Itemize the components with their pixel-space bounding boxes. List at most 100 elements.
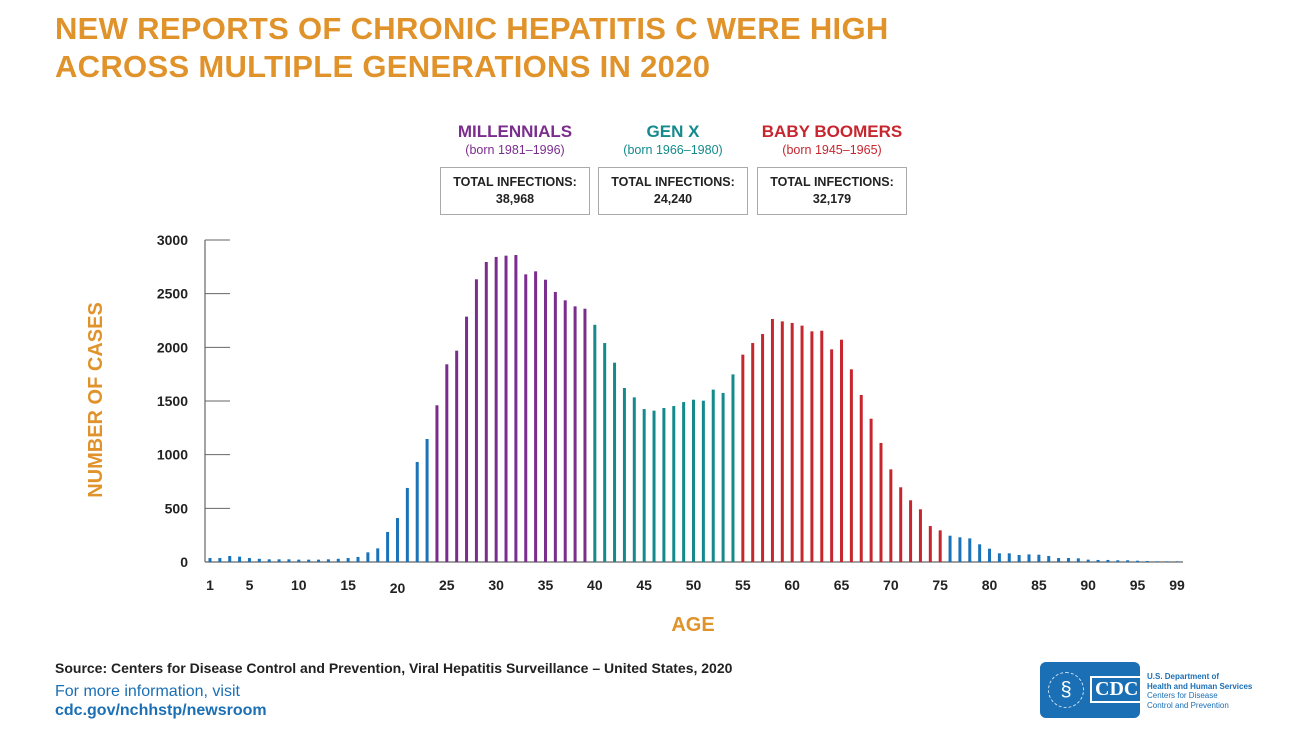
agency-line-2: Control and Prevention (1147, 700, 1229, 710)
x-tick-label: 15 (340, 577, 356, 593)
bar-age-67 (859, 394, 863, 562)
bar-age-98 (1165, 561, 1169, 562)
bar-age-46 (652, 410, 656, 562)
bar-age-75 (938, 530, 942, 562)
bar-age-2 (218, 558, 222, 562)
bar-age-79 (978, 544, 982, 562)
total-infections-box: TOTAL INFECTIONS: 38,968 (440, 167, 590, 215)
bar-age-82 (1007, 553, 1011, 562)
bar-age-71 (899, 487, 903, 562)
bar-age-41 (603, 343, 607, 562)
x-tick-label: 90 (1080, 577, 1096, 593)
cdc-logo: § CDC (1040, 662, 1144, 718)
bar-age-57 (761, 334, 765, 562)
bar-age-76 (948, 535, 952, 562)
bar-age-13 (326, 559, 330, 562)
bar-age-40 (593, 324, 597, 562)
x-axis-label: AGE (671, 614, 714, 636)
bar-age-86 (1047, 555, 1051, 562)
total-infections-box: TOTAL INFECTIONS: 24,240 (598, 167, 748, 215)
bar-age-5 (247, 558, 251, 562)
y-tick-label: 2000 (157, 339, 188, 355)
bar-age-42 (613, 362, 617, 562)
total-value: 32,179 (812, 192, 852, 206)
x-tick-label: 10 (291, 577, 307, 593)
more-info: For more information, visit cdc.gov/nchh… (55, 682, 267, 720)
total-value: 24,240 (653, 192, 693, 206)
bar-age-99 (1175, 561, 1179, 562)
x-tick-label: 20 (390, 580, 406, 596)
x-tick-label: 60 (784, 577, 800, 593)
bar-age-45 (642, 409, 646, 562)
total-label: TOTAL INFECTIONS: (770, 175, 894, 189)
bar-age-3 (228, 555, 232, 562)
bar-age-70 (889, 469, 893, 562)
source-note: Source: Centers for Disease Control and … (55, 660, 733, 676)
newsroom-link[interactable]: cdc.gov/nchhstp/newsroom (55, 702, 267, 719)
y-tick-label: 1000 (157, 447, 188, 463)
bar-age-10 (297, 559, 301, 562)
bar-age-84 (1027, 554, 1031, 562)
total-label: TOTAL INFECTIONS: (453, 175, 577, 189)
bar-age-23 (425, 438, 429, 562)
bar-age-30 (494, 256, 498, 562)
bar-age-22 (415, 461, 419, 562)
bar-age-72 (909, 500, 913, 562)
more-info-text: For more information, visit (55, 683, 240, 700)
bar-age-16 (356, 556, 360, 562)
hhs-eagle-icon: § (1048, 672, 1084, 708)
bar-age-25 (445, 364, 449, 562)
bar-age-61 (800, 325, 804, 562)
x-tick-label: 40 (587, 577, 603, 593)
x-tick-label: 55 (735, 577, 751, 593)
bar-age-47 (662, 407, 666, 562)
bar-age-63 (820, 330, 824, 562)
x-tick-label: 85 (1031, 577, 1047, 593)
y-tick-label: 3000 (157, 232, 188, 248)
bar-age-6 (257, 558, 261, 562)
bar-age-33 (524, 274, 528, 562)
bar-age-87 (1057, 558, 1061, 562)
y-tick-label: 0 (180, 554, 188, 570)
bar-age-68 (869, 418, 873, 562)
bar-age-90 (1086, 559, 1090, 562)
bar-age-96 (1145, 561, 1149, 562)
x-tick-label: 99 (1169, 577, 1185, 593)
bar-age-1 (208, 558, 212, 562)
bar-age-15 (346, 558, 350, 562)
bar-age-88 (1066, 558, 1070, 562)
bar-age-60 (790, 322, 794, 562)
bar-age-97 (1155, 561, 1159, 562)
bar-age-4 (238, 556, 242, 562)
x-tick-label: 65 (834, 577, 850, 593)
bar-age-77 (958, 537, 962, 562)
bar-age-89 (1076, 558, 1080, 562)
total-infections-box: TOTAL INFECTIONS: 32,179 (757, 167, 907, 215)
dept-line-2: Health and Human Services (1147, 681, 1253, 691)
bar-age-55 (741, 354, 745, 562)
bar-age-17 (366, 552, 370, 562)
bar-age-58 (770, 318, 774, 562)
bar-age-73 (918, 509, 922, 562)
generation-born: (born 1981–1996) (465, 143, 565, 157)
bar-age-95 (1136, 560, 1140, 562)
bar-age-66 (849, 369, 853, 562)
bar-age-78 (968, 538, 972, 562)
chart-title: NEW REPORTS OF CHRONIC HEPATITIS C WERE … (55, 10, 889, 86)
y-tick-label: 500 (165, 500, 189, 516)
bar-age-54 (731, 374, 735, 562)
y-axis-label: NUMBER OF CASES (85, 302, 107, 498)
bar-age-39 (583, 308, 587, 562)
bar-age-65 (840, 339, 844, 562)
total-label: TOTAL INFECTIONS: (611, 175, 735, 189)
bar-age-62 (810, 331, 814, 562)
dept-line-1: U.S. Department of (1147, 672, 1220, 681)
bar-age-7 (267, 559, 271, 562)
y-tick-label: 2500 (157, 286, 188, 302)
generation-baby-boomers: BABY BOOMERS (born 1945–1965) TOTAL INFE… (757, 122, 907, 215)
bar-age-83 (1017, 555, 1021, 562)
bar-age-81 (997, 553, 1001, 562)
bar-age-11 (307, 559, 311, 562)
bar-age-92 (1106, 559, 1110, 562)
